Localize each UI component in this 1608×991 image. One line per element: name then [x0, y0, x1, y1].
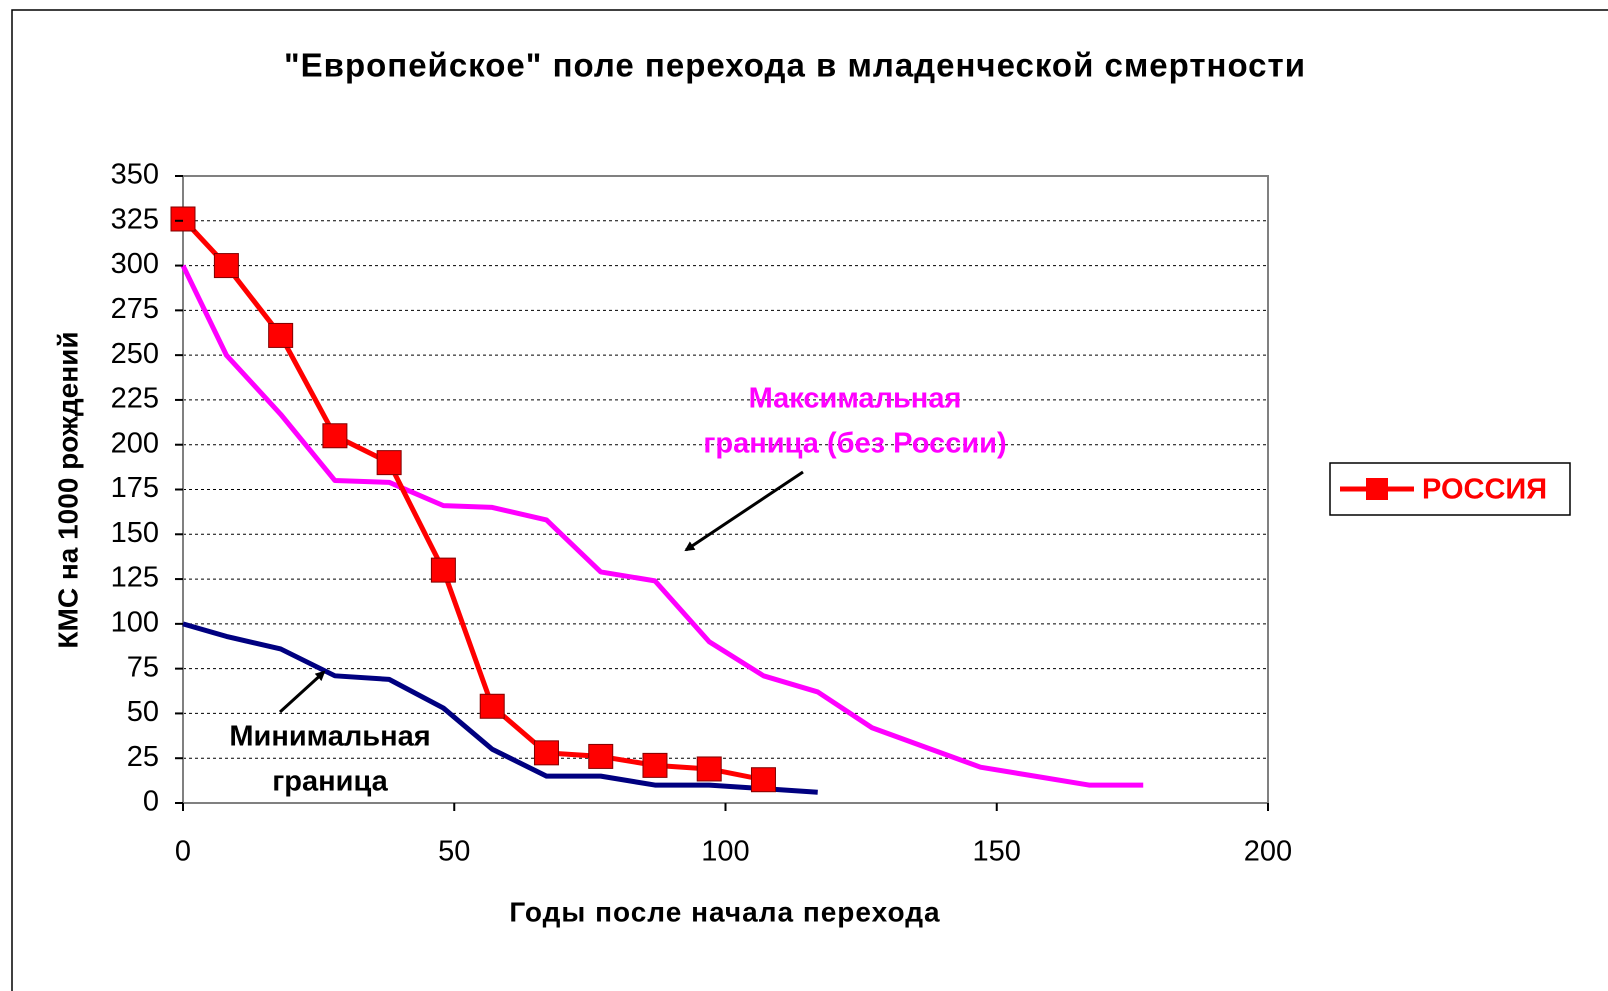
arrow	[684, 470, 804, 552]
x-tick-label: 0	[175, 836, 191, 868]
y-tick-label: 50	[127, 696, 159, 728]
marker	[642, 752, 668, 778]
line	[181, 217, 764, 783]
marker	[213, 253, 239, 279]
y-tick-label: 325	[111, 203, 159, 235]
y-tick-label: 250	[111, 338, 159, 370]
line	[180, 264, 1144, 788]
y-tick-label: 350	[111, 159, 159, 191]
legend-label: РОССИЯ	[1422, 474, 1547, 506]
y-tick-label: 175	[111, 472, 159, 504]
legend-marker	[1366, 478, 1388, 500]
y-tick-label: 100	[111, 607, 159, 639]
marker	[268, 322, 294, 348]
chart-title: "Европейское" поле перехода в младенческ…	[284, 47, 1306, 84]
marker	[170, 206, 196, 232]
x-tick-label: 100	[701, 836, 749, 868]
y-tick-label: 200	[111, 427, 159, 459]
marker	[376, 450, 402, 476]
y-tick-label: 275	[111, 293, 159, 325]
marker	[588, 743, 614, 769]
marker	[533, 740, 559, 766]
y-tick-label: 75	[127, 651, 159, 683]
y-tick-label: 25	[127, 741, 159, 773]
marker	[696, 756, 722, 782]
arrow	[278, 670, 326, 714]
y-tick-label: 0	[143, 786, 159, 818]
annotation: Максимальная	[749, 383, 962, 415]
y-axis-title: КМС на 1000 рождений	[52, 331, 83, 648]
annotation: граница	[272, 766, 388, 798]
y-tick-label: 225	[111, 383, 159, 415]
x-tick-label: 200	[1244, 836, 1292, 868]
marker	[322, 423, 348, 449]
annotation: граница (без России)	[703, 428, 1006, 460]
x-tick-label: 150	[973, 836, 1021, 868]
x-tick-label: 50	[438, 836, 470, 868]
y-tick-label: 300	[111, 248, 159, 280]
marker	[750, 767, 776, 793]
marker	[430, 557, 456, 583]
y-tick-label: 125	[111, 562, 159, 594]
annotations: Максимальная граница (без России) Минималь…	[229, 383, 1006, 798]
line	[182, 621, 818, 795]
x-axis-title: Годы после начала перехода	[509, 896, 940, 927]
marker	[479, 693, 505, 719]
annotation: Минимальная	[229, 721, 430, 753]
frame	[11, 9, 1608, 991]
y-tick-label: 150	[111, 517, 159, 549]
